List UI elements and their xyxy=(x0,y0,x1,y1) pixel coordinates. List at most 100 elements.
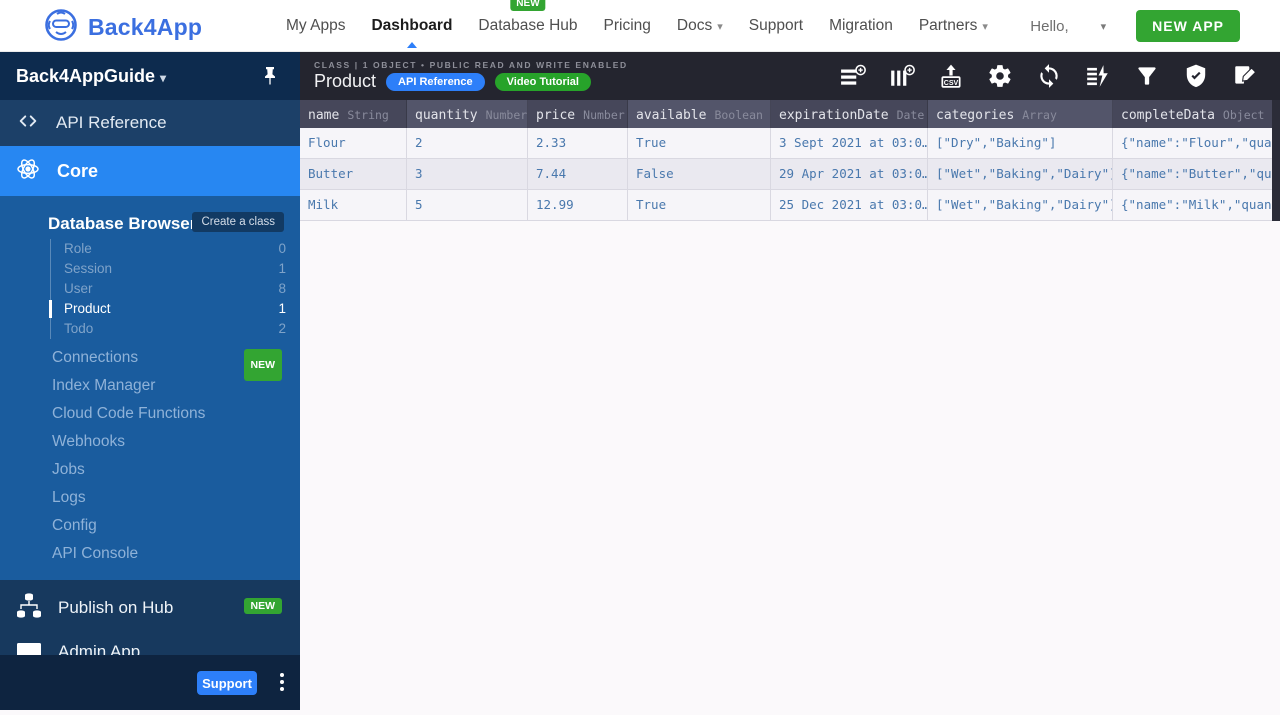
caret-down-icon xyxy=(160,71,166,85)
sidebar-item-config[interactable]: Config xyxy=(52,517,97,534)
sidebar-item-webhooks[interactable]: Webhooks xyxy=(52,433,125,450)
new-app-button[interactable]: NEW APP xyxy=(1136,10,1240,42)
column-header-quantity[interactable]: quantity Number xyxy=(407,100,528,128)
cell-expirationDate[interactable]: 29 Apr 2021 at 03:0… xyxy=(771,159,928,189)
class-item-session[interactable]: Session 1 xyxy=(51,259,286,279)
column-header-expirationDate[interactable]: expirationDate Date xyxy=(771,100,928,128)
caret-down-icon xyxy=(717,20,723,33)
class-count: 1 xyxy=(278,261,286,276)
user-greeting[interactable]: Hello, xyxy=(1030,17,1069,35)
svg-text:CSV: CSV xyxy=(944,80,959,87)
nav-my-apps[interactable]: My Apps xyxy=(286,17,346,34)
back4app-logo[interactable]: Back4App xyxy=(44,8,202,47)
video-tutorial-pill-button[interactable]: Video Tutorial xyxy=(494,72,591,91)
nav-support[interactable]: Support xyxy=(748,17,804,34)
cell-available[interactable]: False xyxy=(628,159,771,189)
cell-quantity[interactable]: 3 xyxy=(407,159,528,189)
add-row-button[interactable] xyxy=(840,63,866,89)
sidebar-item-cloud-code-functions[interactable]: Cloud Code Functions xyxy=(52,405,206,422)
code-icon xyxy=(16,110,40,137)
add-row-icon xyxy=(841,64,866,85)
sidebar-item-publish-on-hub[interactable]: Publish on Hub NEW xyxy=(0,590,300,626)
nav-dashboard[interactable]: Dashboard xyxy=(371,17,453,48)
back4app-robot-icon xyxy=(44,8,78,47)
column-header-categories[interactable]: categories Array xyxy=(928,100,1113,128)
import-csv-button[interactable]: CSV xyxy=(938,63,964,89)
cell-expirationDate[interactable]: 3 Sept 2021 at 03:0… xyxy=(771,128,928,158)
cell-categories[interactable]: ["Dry","Baking"] xyxy=(928,128,1113,158)
filter-funnel-icon xyxy=(1138,67,1156,85)
table-scrollbar-track[interactable] xyxy=(1272,100,1280,221)
class-title: Product xyxy=(314,71,377,91)
nav-docs[interactable]: Docs xyxy=(677,17,723,35)
sidebar-item-core[interactable]: Core xyxy=(0,146,300,196)
csv-export-icon: CSV xyxy=(941,64,961,88)
atom-icon xyxy=(14,155,42,188)
cell-price[interactable]: 7.44 xyxy=(528,159,628,189)
support-button[interactable]: Support xyxy=(197,671,257,695)
gear-icon xyxy=(989,65,1011,87)
class-list: Role 0 Session 1 User 8 Product 1 Todo 2 xyxy=(49,239,286,339)
class-item-todo[interactable]: Todo 2 xyxy=(51,319,286,339)
sidebar-item-index-manager[interactable]: Index Manager xyxy=(52,377,156,394)
cell-categories[interactable]: ["Wet","Baking","Dairy"] xyxy=(928,159,1113,189)
edit-note-icon xyxy=(1235,66,1256,84)
cell-completeData[interactable]: {"name":"Milk","quantit xyxy=(1121,197,1272,212)
class-count: 0 xyxy=(278,241,286,256)
hub-icon xyxy=(16,591,42,626)
class-item-user[interactable]: User 8 xyxy=(51,279,286,299)
column-header-name[interactable]: name String xyxy=(300,100,407,128)
create-class-button[interactable]: Create a class xyxy=(192,212,284,232)
cell-available[interactable]: True xyxy=(628,190,771,220)
top-navbar: Back4App My Apps Dashboard NEW Database … xyxy=(0,0,1280,52)
shield-check-icon xyxy=(1186,64,1206,88)
cell-completeData[interactable]: {"name":"Butter","quant xyxy=(1121,166,1272,181)
add-column-button[interactable] xyxy=(889,63,915,89)
edit-button[interactable] xyxy=(1232,63,1258,89)
nav-migration[interactable]: Migration xyxy=(829,17,893,34)
data-table: name String quantity Number price Number av… xyxy=(300,100,1272,221)
cell-price[interactable]: 12.99 xyxy=(528,190,628,220)
class-item-product[interactable]: Product 1 xyxy=(49,299,286,319)
sidebar-item-api-reference[interactable]: API Reference xyxy=(0,100,300,146)
add-column-icon xyxy=(891,64,915,86)
security-button[interactable] xyxy=(1183,63,1209,89)
sidebar-item-api-console[interactable]: API Console xyxy=(52,545,139,562)
nav-database-hub[interactable]: NEW Database Hub xyxy=(478,0,578,35)
user-menu-caret-icon[interactable] xyxy=(1101,20,1107,33)
filter-button[interactable] xyxy=(1134,63,1160,89)
cell-expirationDate[interactable]: 25 Dec 2021 at 03:0… xyxy=(771,190,928,220)
nav-pricing[interactable]: Pricing xyxy=(603,17,651,34)
sidebar-item-connections[interactable]: Connections NEW xyxy=(0,344,300,381)
cell-quantity[interactable]: 5 xyxy=(407,190,528,220)
cell-completeData[interactable]: {"name":"Flour","quanti xyxy=(1121,135,1272,150)
sidebar-item-admin-app[interactable]: Admin App xyxy=(0,632,300,655)
pin-sidebar-icon[interactable] xyxy=(258,64,282,88)
cell-quantity[interactable]: 2 xyxy=(407,128,528,158)
cell-name[interactable]: Flour xyxy=(300,128,407,158)
cell-categories[interactable]: ["Wet","Baking","Dairy"] xyxy=(928,190,1113,220)
app-selector[interactable]: Back4AppGuide xyxy=(16,66,166,87)
api-reference-pill-button[interactable]: API Reference xyxy=(386,72,485,91)
sidebar-item-jobs[interactable]: Jobs xyxy=(52,461,85,478)
more-options-icon[interactable] xyxy=(276,673,288,693)
cell-name[interactable]: Milk xyxy=(300,190,407,220)
column-header-completeData[interactable]: completeData Object xyxy=(1113,100,1272,128)
nav-partners[interactable]: Partners xyxy=(919,17,988,35)
live-queries-button[interactable] xyxy=(1085,63,1111,89)
class-item-role[interactable]: Role 0 xyxy=(51,239,286,259)
cell-name[interactable]: Butter xyxy=(300,159,407,189)
sidebar-lower-section: Publish on Hub NEW Admin App xyxy=(0,580,300,655)
settings-button[interactable] xyxy=(987,63,1013,89)
caret-down-icon xyxy=(982,20,988,33)
cell-available[interactable]: True xyxy=(628,128,771,158)
class-count: 1 xyxy=(278,301,286,316)
column-header-available[interactable]: available Boolean xyxy=(628,100,771,128)
cell-price[interactable]: 2.33 xyxy=(528,128,628,158)
refresh-button[interactable] xyxy=(1036,63,1062,89)
column-header-price[interactable]: price Number xyxy=(528,100,628,128)
sidebar-menu: Connections NEW Index Manager Cloud Code… xyxy=(0,344,300,568)
sidebar-body: Database Browser Create a class Role 0 S… xyxy=(0,196,300,580)
sidebar-item-label: Admin App xyxy=(58,642,141,655)
sidebar-item-logs[interactable]: Logs xyxy=(52,489,86,506)
